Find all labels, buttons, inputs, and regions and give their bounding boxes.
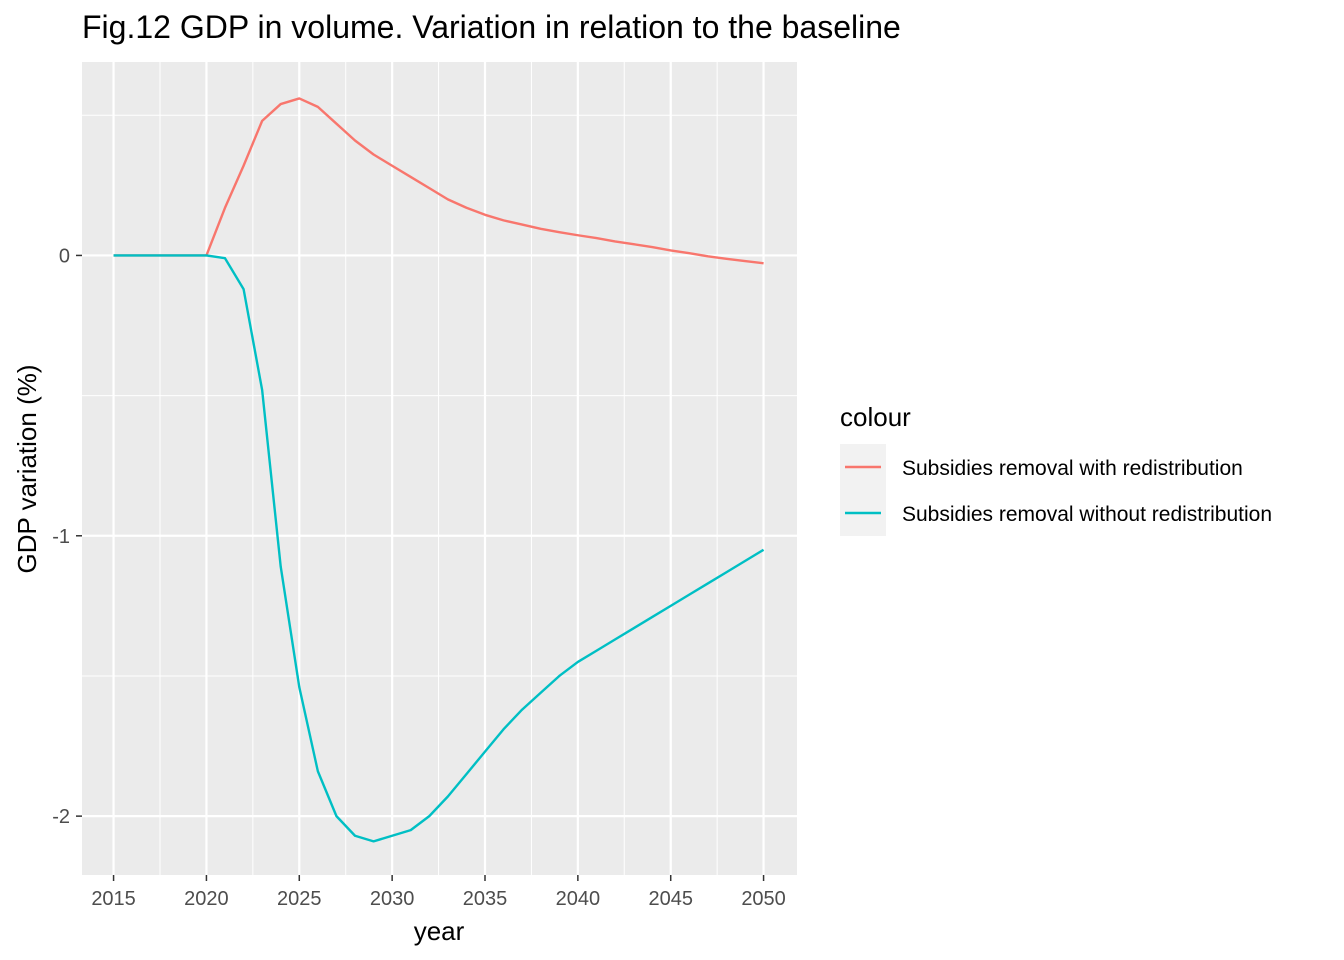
x-tick-label: 2020 xyxy=(184,888,229,910)
legend-label-2: Subsidies removal without redistribution xyxy=(902,503,1272,526)
grid-minor xyxy=(82,62,797,875)
x-tick-label: 2025 xyxy=(277,888,322,910)
legend-title: colour xyxy=(840,402,911,432)
x-axis: 2015 2020 2025 2030 2035 2040 2045 2050 xyxy=(91,875,786,910)
x-tick-label: 2045 xyxy=(648,888,693,910)
x-tick-label: 2040 xyxy=(556,888,601,910)
x-tick-label: 2050 xyxy=(741,888,786,910)
series-line-2 xyxy=(113,254,765,843)
y-tick-label: 0 xyxy=(59,245,70,267)
legend: colour Subsidies removal with redistribu… xyxy=(840,402,1272,536)
y-axis-title: GDP variation (%) xyxy=(12,364,42,573)
grid-major xyxy=(82,62,797,875)
legend-key-background xyxy=(840,444,886,536)
x-tick-label: 2035 xyxy=(463,888,508,910)
series-line-1 xyxy=(113,97,764,265)
series-layer xyxy=(113,97,765,843)
y-tick-label: -2 xyxy=(52,806,70,828)
x-tick-label: 2030 xyxy=(370,888,415,910)
plot-panel xyxy=(82,62,797,875)
x-axis-title: year xyxy=(414,916,465,946)
y-tick-label: -1 xyxy=(52,526,70,548)
x-tick-label: 2015 xyxy=(91,888,136,910)
chart-title: Fig.12 GDP in volume. Variation in relat… xyxy=(82,9,901,45)
y-axis: 0 -1 -2 xyxy=(52,245,82,828)
legend-label-1: Subsidies removal with redistribution xyxy=(902,457,1243,480)
